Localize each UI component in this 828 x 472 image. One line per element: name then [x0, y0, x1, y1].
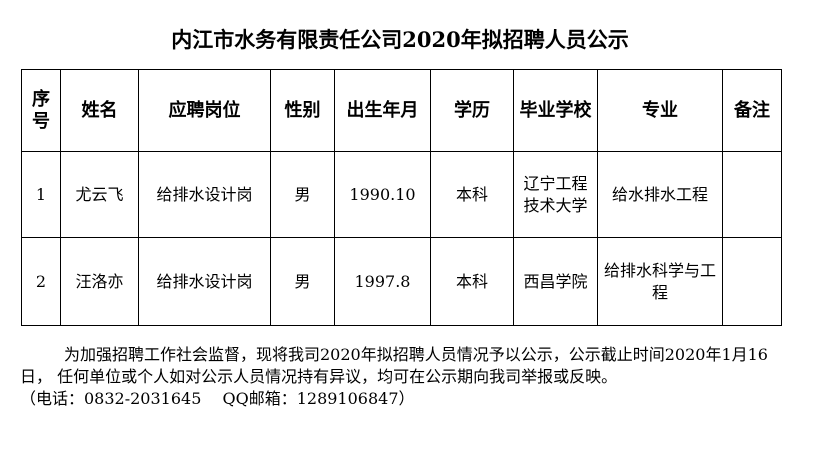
header-education: 学历 [430, 69, 514, 152]
table-header-row: 序号 姓名 应聘岗位 性别 出生年月 学历 毕业学校 专业 备注 [21, 69, 782, 152]
cell-index: 2 [21, 237, 61, 326]
contact-info: （电话：0832-2031645 QQ邮箱：1289106847） [20, 389, 415, 408]
recruitment-table: 序号 姓名 应聘岗位 性别 出生年月 学历 毕业学校 专业 备注 1 尤云飞 给… [21, 69, 782, 326]
header-birth: 出生年月 [334, 69, 431, 152]
table-row: 1 尤云飞 给排水设计岗 男 1990.10 本科 辽宁工程技术大学 给水排水工… [21, 151, 782, 238]
header-school: 毕业学校 [513, 69, 598, 152]
cell-birth: 1997.8 [334, 237, 431, 326]
header-position: 应聘岗位 [138, 69, 271, 152]
notice: 为加强招聘工作社会监督，现将我司2020年拟招聘人员情况予以公示，公示截止时间2… [20, 344, 780, 410]
cell-school: 辽宁工程技术大学 [513, 151, 598, 238]
cell-position: 给排水设计岗 [138, 237, 271, 326]
cell-education: 本科 [430, 151, 514, 238]
cell-school: 西昌学院 [513, 237, 598, 326]
cell-name: 尤云飞 [60, 151, 139, 238]
header-gender: 性别 [270, 69, 335, 152]
header-index: 序号 [21, 69, 61, 152]
cell-gender: 男 [270, 151, 335, 238]
cell-birth: 1990.10 [334, 151, 431, 238]
header-remark: 备注 [722, 69, 782, 152]
cell-remark [722, 151, 782, 238]
cell-major: 给排水科学与工程 [597, 237, 723, 326]
header-name: 姓名 [60, 69, 139, 152]
cell-gender: 男 [270, 237, 335, 326]
cell-remark [722, 237, 782, 326]
page-title: 内江市水务有限责任公司2020年拟招聘人员公示 [171, 27, 629, 52]
cell-index: 1 [21, 151, 61, 238]
cell-name: 汪洛亦 [60, 237, 139, 326]
notice-paragraph: 为加强招聘工作社会监督，现将我司2020年拟招聘人员情况予以公示，公示截止时间2… [20, 345, 768, 386]
cell-education: 本科 [430, 237, 514, 326]
header-major: 专业 [597, 69, 723, 152]
table-row: 2 汪洛亦 给排水设计岗 男 1997.8 本科 西昌学院 给排水科学与工程 [21, 237, 782, 326]
cell-major: 给水排水工程 [597, 151, 723, 238]
cell-position: 给排水设计岗 [138, 151, 271, 238]
